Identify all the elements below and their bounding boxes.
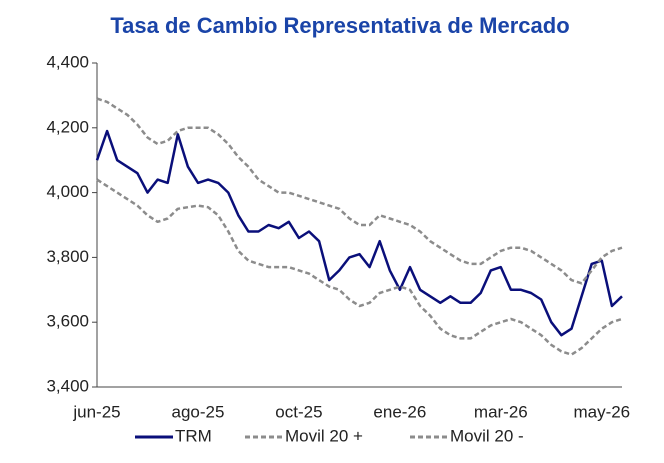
- x-tick-label: oct-25: [275, 402, 322, 421]
- x-tick-label: ago-25: [171, 402, 224, 421]
- x-tick-label: jun-25: [72, 402, 120, 421]
- y-tick-label: 3,600: [46, 312, 89, 331]
- legend-label: TRM: [175, 426, 212, 445]
- series-line: [96, 97, 623, 285]
- x-tick-label: ene-26: [373, 402, 426, 421]
- series-line: [95, 129, 623, 337]
- chart-title: Tasa de Cambio Representativa de Mercado: [110, 13, 569, 38]
- y-tick-label: 4,000: [46, 182, 89, 201]
- legend-label: Movil 20 -: [450, 426, 524, 445]
- y-tick-label: 3,400: [46, 376, 89, 395]
- series-line: [96, 178, 623, 356]
- y-tick-label: 3,800: [46, 247, 89, 266]
- y-tick-label: 4,200: [46, 117, 89, 136]
- x-tick-label: mar-26: [474, 402, 528, 421]
- legend-label: Movil 20 +: [285, 426, 363, 445]
- y-tick-label: 4,400: [46, 52, 89, 71]
- x-tick-label: may-26: [573, 402, 630, 421]
